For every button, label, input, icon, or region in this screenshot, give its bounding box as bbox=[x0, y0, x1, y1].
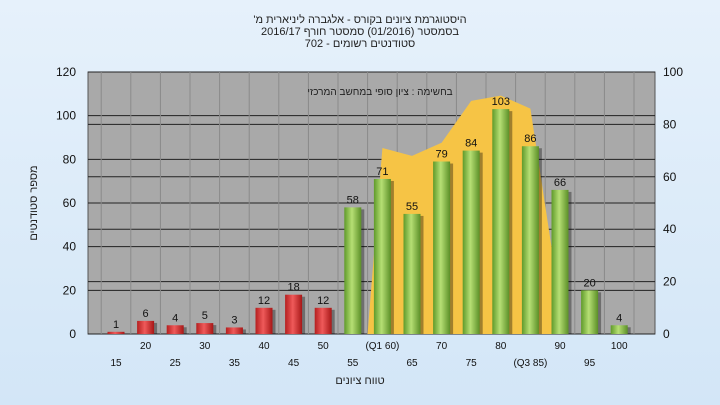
bar-fail bbox=[314, 307, 332, 334]
data-label: 4 bbox=[616, 312, 622, 324]
chart-title-line-3: סטודנטים רשומים - 702 bbox=[305, 38, 416, 50]
y-tick-label: 40 bbox=[63, 240, 77, 254]
x-tick-label: 45 bbox=[288, 358, 300, 369]
data-labels-group: 1 6 4 5 3 12 18 12 58 71 55 79 84 103 86 66 20 4 bbox=[113, 96, 622, 331]
bars-group bbox=[107, 109, 631, 334]
x-tick-label: 90 bbox=[554, 341, 566, 352]
y2-tick-label: 100 bbox=[663, 65, 683, 79]
bar-pass bbox=[610, 325, 628, 334]
y-tick-label: 20 bbox=[63, 283, 77, 297]
y2-tick-label: 60 bbox=[663, 170, 677, 184]
bar-pass bbox=[581, 290, 599, 334]
data-label: 55 bbox=[406, 201, 418, 213]
x-tick-label: 70 bbox=[436, 341, 448, 352]
y-tick-label: 120 bbox=[56, 65, 76, 79]
data-label: 6 bbox=[143, 308, 149, 320]
x-tick-label: 15 bbox=[110, 358, 122, 369]
x-tick-label: 55 bbox=[347, 358, 359, 369]
bar-fail bbox=[196, 323, 214, 334]
bar-pass bbox=[521, 146, 539, 334]
x-axis-label: טווח ציונים bbox=[335, 375, 384, 387]
x-tick-label: 25 bbox=[170, 358, 182, 369]
y-tick-label: 100 bbox=[56, 109, 76, 123]
data-label: 3 bbox=[231, 314, 237, 326]
chart-annotation: בחשימה : ציון סופי במחשב המרכזי bbox=[307, 87, 452, 98]
data-label: 4 bbox=[172, 312, 178, 324]
chart-title-line-1: 'היסטוגרמת ציונים בקורס - אלגברה ליניארי… bbox=[253, 13, 466, 26]
chart-title-line-2: בסמסטר (01/2016) סמסטר חורף 2016/17 bbox=[261, 26, 459, 38]
data-label: 12 bbox=[317, 295, 329, 307]
data-label: 84 bbox=[465, 138, 477, 150]
y2-tick-label: 0 bbox=[663, 327, 670, 341]
data-label: 66 bbox=[554, 177, 566, 189]
x-axis-ticks: 15 20 25 30 35 40 45 50 55 (Q1 60) 65 70 75 80 (Q3 85)… bbox=[110, 341, 628, 369]
data-label: 5 bbox=[202, 310, 208, 322]
data-label: 103 bbox=[492, 96, 510, 108]
bar-pass bbox=[373, 178, 391, 334]
y-tick-label: 60 bbox=[63, 196, 77, 210]
bar-pass bbox=[403, 213, 421, 334]
y-axis-label: מספר סטודנטים bbox=[28, 165, 40, 240]
data-label: 79 bbox=[435, 149, 447, 161]
bar-pass bbox=[344, 207, 362, 334]
bar-fail bbox=[285, 294, 303, 334]
x-tick-label: 40 bbox=[258, 341, 270, 352]
x-tick-label: 35 bbox=[229, 358, 241, 369]
bar-pass bbox=[492, 109, 510, 334]
x-tick-label: 80 bbox=[495, 341, 507, 352]
y-tick-label: 0 bbox=[69, 327, 76, 341]
y-axis-right-ticks: 0 20 40 60 80 100 bbox=[663, 65, 683, 341]
x-tick-label: (Q3 85) bbox=[513, 358, 547, 369]
x-tick-label: 50 bbox=[318, 341, 330, 352]
x-tick-label: 65 bbox=[406, 358, 418, 369]
bar-fail bbox=[137, 320, 155, 334]
bar-pass bbox=[462, 150, 480, 334]
bar-fail bbox=[166, 325, 184, 334]
x-tick-label: 95 bbox=[584, 358, 596, 369]
x-tick-label: 75 bbox=[466, 358, 478, 369]
data-label: 71 bbox=[376, 166, 388, 178]
y-axis-left-ticks: 0 20 40 60 80 100 120 bbox=[56, 65, 76, 341]
x-tick-label: (Q1 60) bbox=[365, 341, 399, 352]
data-label: 12 bbox=[258, 295, 270, 307]
bar-pass bbox=[433, 161, 451, 334]
bar-fail bbox=[225, 327, 243, 334]
x-tick-label: 100 bbox=[611, 341, 628, 352]
y2-tick-label: 80 bbox=[663, 117, 677, 131]
bar-fail bbox=[107, 331, 125, 334]
x-tick-label: 20 bbox=[140, 341, 152, 352]
y2-tick-label: 20 bbox=[663, 275, 677, 289]
bar-pass bbox=[551, 189, 569, 334]
y-tick-label: 80 bbox=[63, 152, 77, 166]
data-label: 1 bbox=[113, 319, 119, 331]
data-label: 20 bbox=[583, 277, 595, 289]
data-label: 86 bbox=[524, 133, 536, 145]
y2-tick-label: 40 bbox=[663, 222, 677, 236]
data-label: 18 bbox=[287, 282, 299, 294]
bar-fail bbox=[255, 307, 273, 334]
data-label: 58 bbox=[347, 194, 359, 206]
x-tick-label: 30 bbox=[199, 341, 211, 352]
